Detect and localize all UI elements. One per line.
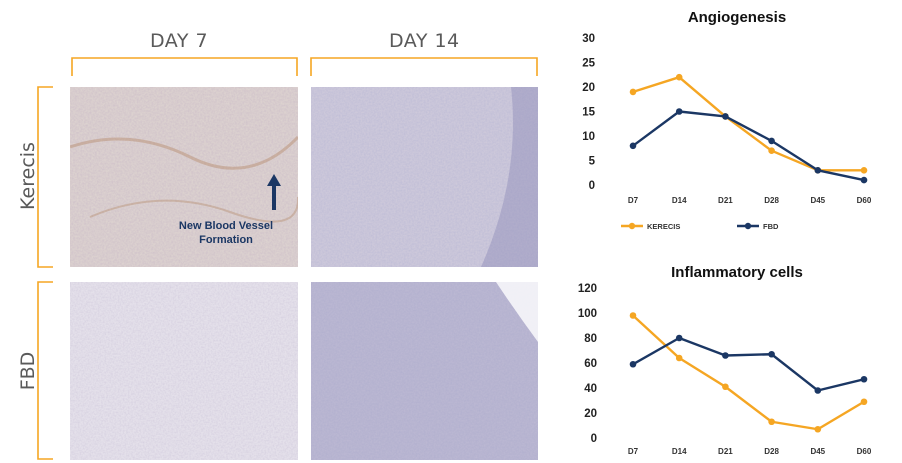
legend-label-kerecis: KERECIS <box>647 222 680 231</box>
micrograph-fbd-day7 <box>70 282 298 460</box>
data-point <box>675 73 683 81</box>
y-tick-label: 120 <box>578 283 597 295</box>
legend-label-fbd: FBD <box>763 222 779 231</box>
data-point <box>722 383 729 391</box>
data-point <box>860 176 868 184</box>
series-line-0 <box>632 75 864 172</box>
bracket-kerecis <box>37 86 53 268</box>
y-tick-label: 0 <box>589 180 595 192</box>
x-tick-label: D45 <box>810 447 825 456</box>
row-label-fbd: FBD <box>17 351 39 391</box>
annotation-line1: New Blood Vessel <box>178 220 274 232</box>
inflammatory-cells-chart: Inflammatory cells 0 20 40 60 80 100 120 D7 D14… <box>578 264 872 456</box>
series-line-1 <box>632 336 865 392</box>
data-point <box>860 375 868 383</box>
bracket-day7 <box>71 57 298 76</box>
y-tick-label: 0 <box>591 433 597 445</box>
chart-title: Inflammatory cells <box>671 264 803 281</box>
y-tick-label: 20 <box>584 408 597 420</box>
data-point <box>722 113 729 120</box>
data-point <box>629 88 637 96</box>
x-tick-label: D7 <box>628 196 639 205</box>
micrograph-kerecis-day7 <box>70 87 298 267</box>
data-point <box>722 352 729 359</box>
column-label-day7: DAY 7 <box>150 30 209 52</box>
x-tick-label: D21 <box>718 196 733 205</box>
data-point <box>675 334 683 342</box>
x-tick-label: D21 <box>718 447 733 456</box>
bracket-fbd <box>37 281 53 460</box>
bracket-day14 <box>310 57 538 76</box>
annotation-new-vessel: New Blood Vessel Formation <box>158 219 294 247</box>
data-point <box>814 425 822 433</box>
x-tick-label: D28 <box>764 196 779 205</box>
data-point <box>860 167 868 174</box>
x-tick-label: D45 <box>810 196 825 205</box>
y-tick-label: 5 <box>589 156 596 168</box>
y-tick-label: 10 <box>582 131 595 143</box>
data-point <box>768 418 775 426</box>
y-tick-label: 40 <box>584 383 597 395</box>
y-tick-label: 20 <box>582 82 595 94</box>
x-tick-label: D14 <box>672 447 687 456</box>
micrograph-kerecis-day14 <box>311 87 538 267</box>
y-tick-label: 25 <box>582 58 595 70</box>
x-tick-label: D60 <box>857 447 872 456</box>
series-line-1 <box>632 110 865 182</box>
x-tick-label: D60 <box>857 196 872 205</box>
data-point <box>629 142 637 150</box>
data-point <box>768 137 775 145</box>
angiogenesis-chart: Angiogenesis 0 5 10 15 20 25 30 D7 D14 D21 D28 D45… <box>582 9 872 231</box>
annotation-line2: Formation <box>199 234 253 246</box>
arrow-up-icon <box>267 174 281 210</box>
y-tick-label: 60 <box>584 358 597 370</box>
data-point <box>675 354 683 362</box>
data-point <box>768 147 775 154</box>
series-line-0 <box>632 314 865 431</box>
data-point <box>675 108 683 115</box>
x-tick-label: D14 <box>672 196 687 205</box>
data-point <box>860 398 868 406</box>
x-tick-label: D7 <box>628 447 639 456</box>
data-point <box>768 350 775 358</box>
data-point <box>629 312 637 319</box>
y-tick-label: 30 <box>582 33 595 45</box>
y-tick-label: 100 <box>578 308 597 320</box>
data-point <box>629 360 637 368</box>
data-point <box>814 167 822 174</box>
chart-title: Angiogenesis <box>688 9 786 26</box>
y-tick-label: 80 <box>584 333 597 345</box>
data-point <box>814 387 822 394</box>
column-label-day14: DAY 14 <box>389 30 460 52</box>
micrograph-fbd-day14 <box>311 282 538 460</box>
row-label-kerecis: Kerecis <box>17 142 39 210</box>
y-tick-label: 15 <box>582 107 595 119</box>
x-tick-label: D28 <box>764 447 779 456</box>
